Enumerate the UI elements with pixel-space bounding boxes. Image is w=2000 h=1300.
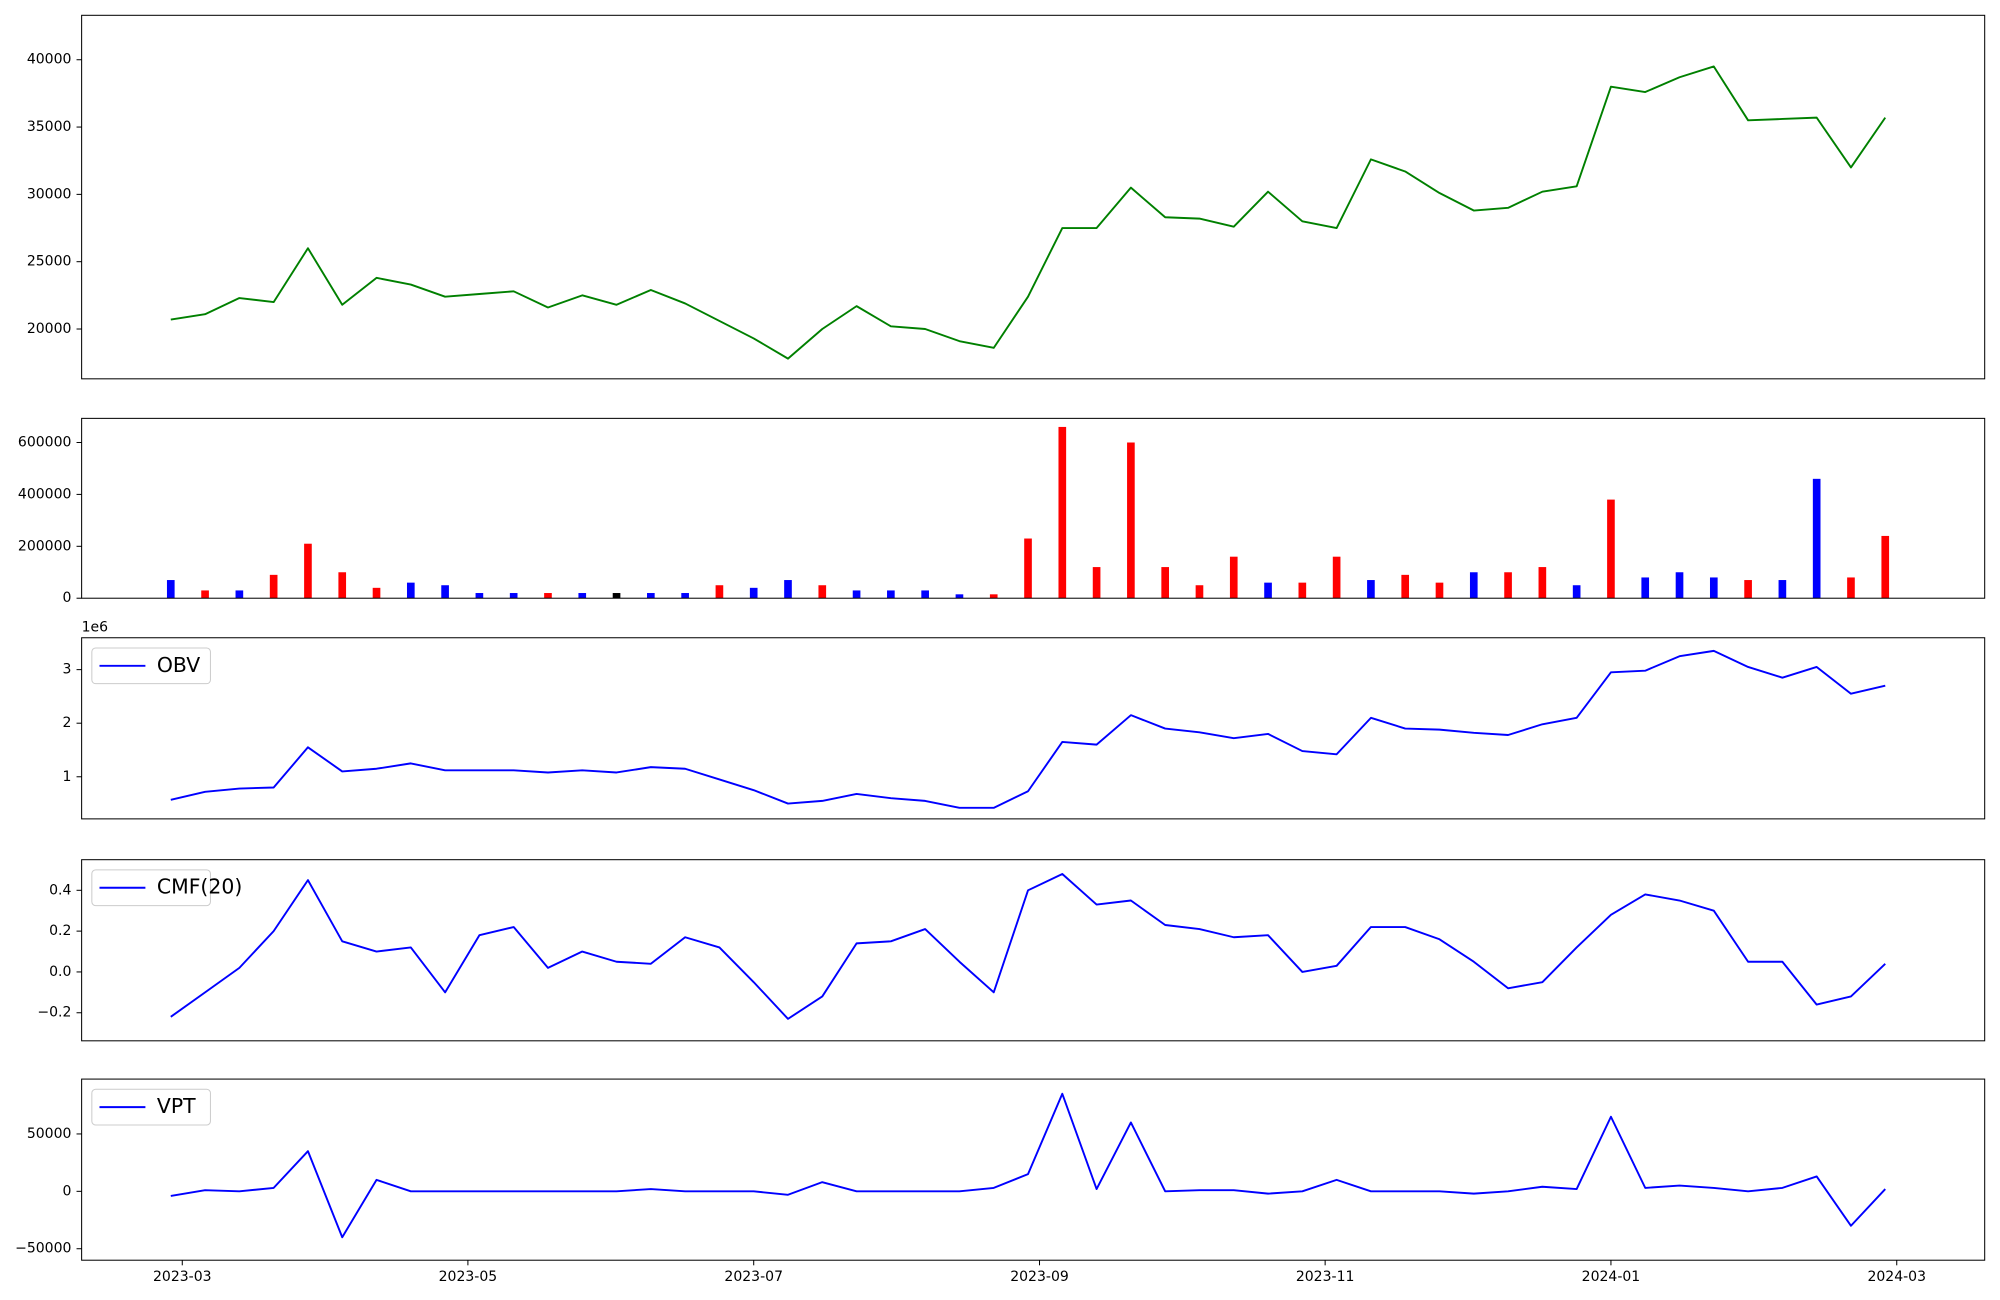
legend-box	[91, 647, 211, 685]
bar	[269, 574, 278, 599]
bar	[1229, 556, 1238, 599]
bar	[1161, 567, 1170, 599]
bar	[681, 593, 689, 599]
bar	[1641, 577, 1650, 599]
bar	[235, 590, 244, 599]
bar	[338, 572, 347, 599]
x-tick-label: 2024-01	[1582, 1269, 1641, 1285]
bar	[1092, 567, 1101, 599]
line	[170, 1092, 1886, 1239]
legend-box	[91, 869, 211, 907]
y-tick-label: 40000	[27, 52, 72, 68]
y-tick-label: 0.0	[49, 964, 71, 980]
bar	[1298, 582, 1307, 599]
x-tick-label: 2023-05	[439, 1269, 498, 1285]
y-tick-label: 25000	[27, 254, 72, 270]
y-tick-label: −50000	[15, 1241, 71, 1257]
bar	[784, 580, 792, 599]
y-tick-label: 200000	[18, 538, 72, 554]
bar	[1847, 577, 1855, 599]
bar	[1367, 580, 1375, 599]
x-tick-label: 2023-07	[724, 1269, 783, 1285]
bar	[989, 594, 998, 599]
bar	[1058, 426, 1067, 599]
bar	[166, 580, 175, 599]
bar	[1469, 572, 1478, 599]
bar	[1332, 556, 1341, 599]
y-tick-label: 0	[63, 1183, 72, 1199]
bar	[1264, 582, 1272, 599]
bar	[1881, 535, 1890, 599]
axis-offset: 1e6	[82, 620, 109, 636]
line	[170, 873, 1886, 1020]
x-tick-label: 2023-03	[153, 1269, 212, 1285]
bar	[647, 593, 655, 599]
y-tick-label: 0.4	[49, 882, 71, 898]
line	[170, 65, 1887, 360]
bar	[1024, 538, 1032, 599]
axes-frame	[81, 1078, 1986, 1261]
bar	[1127, 442, 1135, 599]
legend-label: CMF(20)	[157, 875, 242, 899]
y-tick-label: 0	[63, 590, 72, 606]
y-tick-label: 0.2	[49, 923, 71, 939]
bar	[475, 593, 484, 599]
y-tick-label: 400000	[18, 486, 72, 502]
bar	[1435, 582, 1444, 599]
bar	[1504, 572, 1512, 599]
bar	[1675, 572, 1684, 599]
axes-frame	[81, 859, 1986, 1042]
bar	[852, 590, 861, 599]
axes-frame	[81, 14, 1986, 380]
line	[170, 649, 1886, 809]
bar	[509, 593, 518, 599]
bar	[406, 582, 415, 599]
axes-frame	[81, 637, 1986, 820]
bar	[1572, 585, 1581, 599]
bar	[578, 593, 587, 599]
bar	[1195, 585, 1204, 599]
bar	[818, 585, 827, 599]
y-tick-label: −0.2	[37, 1005, 71, 1021]
y-tick-label: 1	[63, 769, 72, 785]
y-tick-label: 30000	[27, 186, 72, 202]
bar	[201, 590, 209, 599]
bar	[1709, 577, 1718, 599]
x-tick-label: 2024-03	[1867, 1269, 1926, 1285]
bar	[544, 593, 552, 599]
bar	[1607, 499, 1615, 599]
bar	[715, 585, 724, 599]
y-tick-label: 600000	[18, 435, 72, 451]
bar	[304, 543, 312, 599]
bar	[1401, 574, 1410, 599]
legend-box	[91, 1088, 211, 1126]
y-tick-label: 2	[63, 715, 72, 731]
bar	[612, 593, 621, 599]
y-tick-label: 35000	[27, 119, 72, 135]
y-tick-label: 50000	[27, 1126, 72, 1142]
bar	[749, 587, 758, 599]
legend-label: OBV	[157, 653, 200, 677]
bar	[887, 590, 895, 599]
bar	[372, 587, 381, 599]
x-tick-label: 2023-11	[1296, 1269, 1355, 1285]
bar	[441, 585, 449, 599]
bar	[1538, 567, 1547, 599]
y-tick-label: 3	[63, 662, 72, 678]
bar	[921, 590, 929, 599]
bar	[955, 594, 964, 599]
x-tick-label: 2023-09	[1010, 1269, 1069, 1285]
axes-frame	[81, 417, 1986, 599]
y-tick-label: 20000	[27, 321, 72, 337]
legend-label: VPT	[157, 1094, 196, 1118]
bar	[1744, 580, 1752, 599]
bar	[1778, 580, 1787, 599]
bar	[1812, 478, 1821, 599]
